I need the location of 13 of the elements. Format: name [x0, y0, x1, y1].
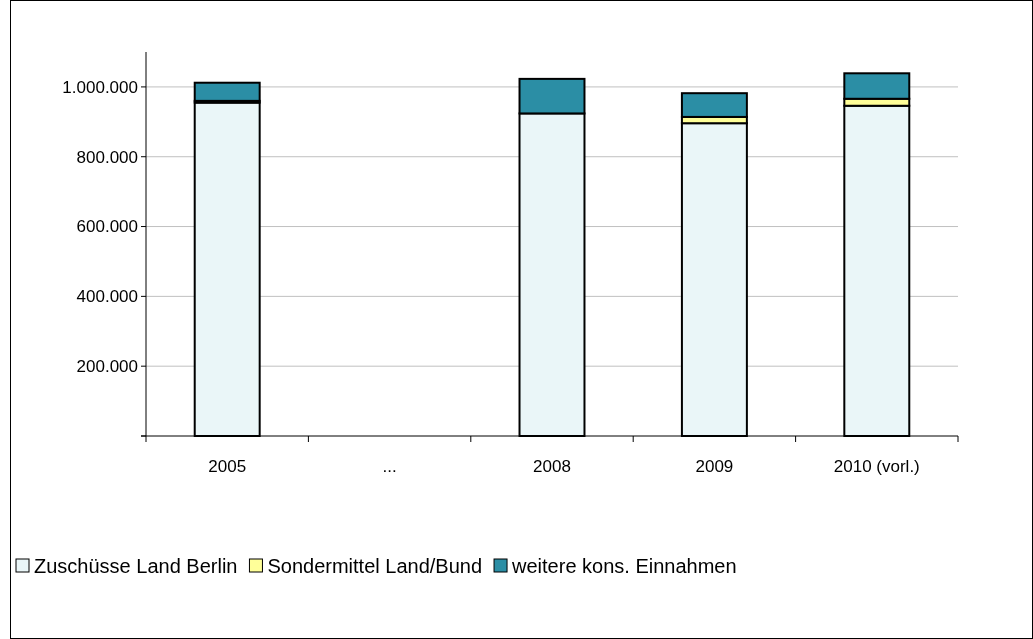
x-tick-label: 2010 (vorl.) [833, 457, 920, 476]
x-tick-label: 2009 [695, 457, 734, 476]
y-tick-label: 1.000.000 [62, 77, 138, 97]
legend-label: Zuschüsse Land Berlin [34, 555, 238, 577]
x-tick-label: ... [382, 457, 397, 476]
x-tick-label: 2005 [208, 457, 247, 476]
x-tick-label: 2008 [533, 457, 571, 476]
y-tick-label: 200.000 [76, 357, 138, 377]
legend-label: Sondermittel Land/Bund [267, 555, 483, 577]
legend-label: weitere kons. Einnahmen [511, 555, 737, 577]
y-tick-label: 600.000 [76, 217, 138, 237]
y-tick-label: 800.000 [76, 147, 138, 167]
y-tick-label: 400.000 [76, 287, 138, 307]
